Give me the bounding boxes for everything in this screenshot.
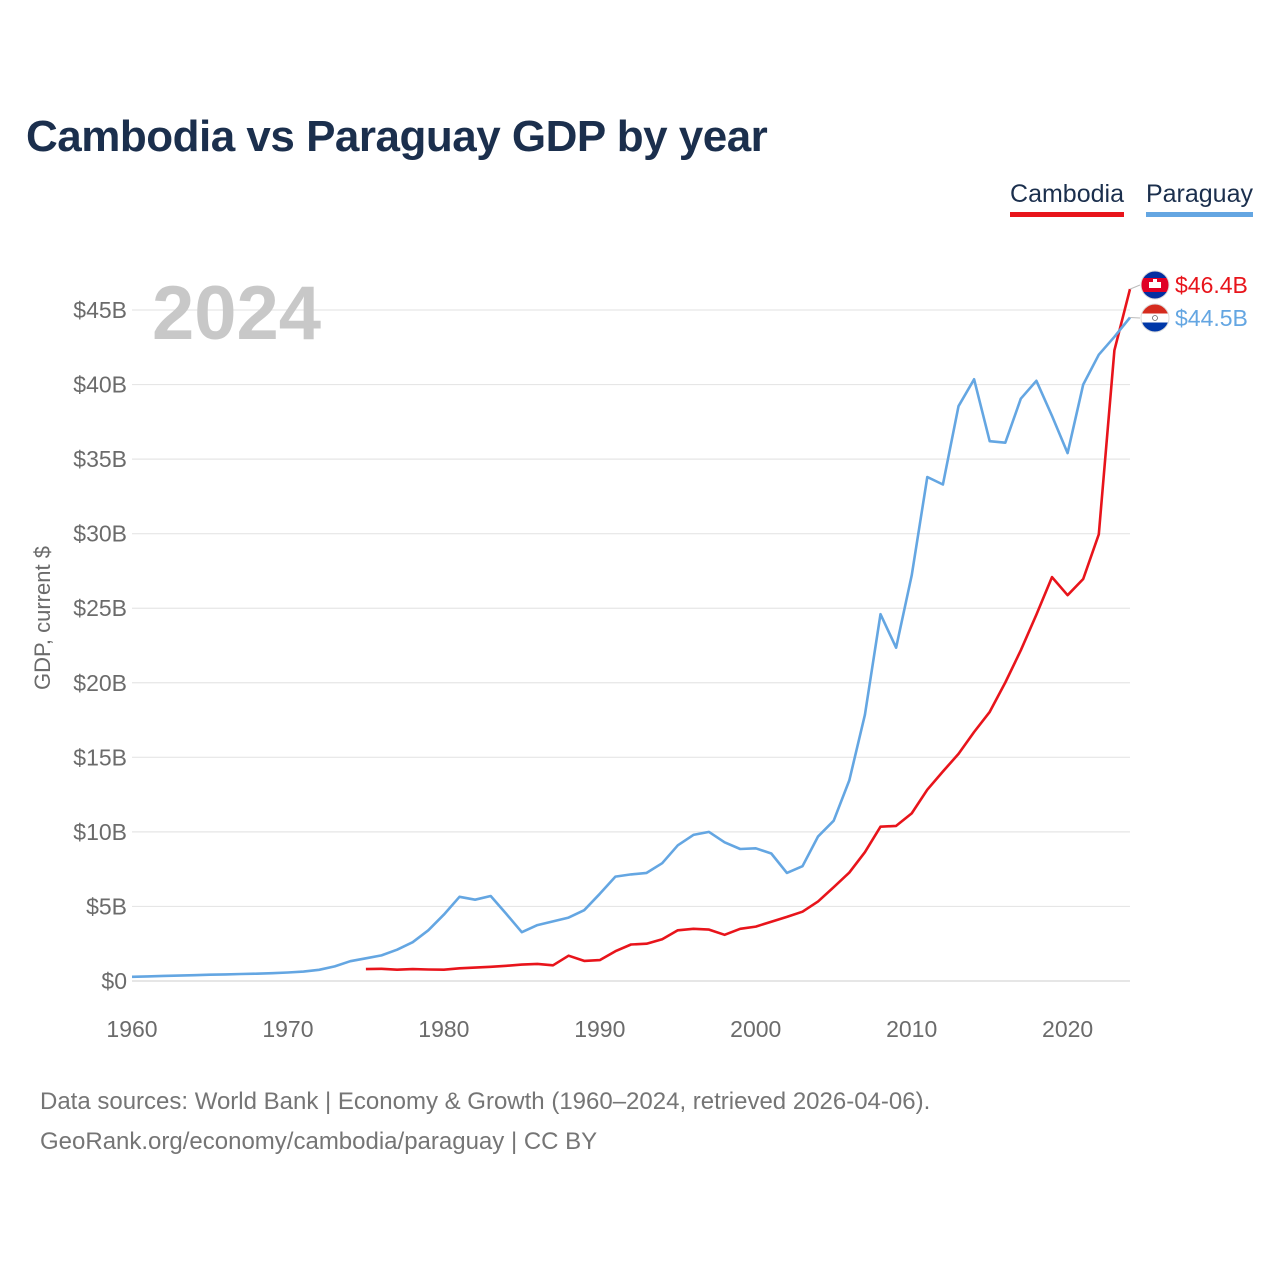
y-tick-label: $40B (73, 372, 127, 398)
grid-lines (132, 309, 1130, 982)
y-tick-label: $15B (73, 744, 127, 770)
x-tick-label: 1960 (106, 1016, 157, 1042)
gdp-line-chart: 2024 GDP, current $ $0 $5B $10B $15B $20B $25… (30, 270, 1248, 1042)
end-label-leader (1129, 316, 1141, 319)
paraguay-flag (1140, 303, 1170, 333)
x-tick-label: 2020 (1042, 1016, 1093, 1042)
y-tick-label: $35B (73, 446, 127, 472)
y-tick-label: $0 (101, 968, 127, 994)
x-tick-label: 1990 (574, 1016, 625, 1042)
end-value-label-paraguay: $44.5B (1175, 305, 1248, 331)
legend-item-cambodia[interactable]: Cambodia (1010, 180, 1124, 217)
x-tick-label: 2000 (730, 1016, 781, 1042)
y-tick-label: $30B (73, 521, 127, 547)
y-tick-label: $20B (73, 670, 127, 696)
chart-legend: Cambodia Paraguay (1010, 180, 1253, 217)
y-tick-label: $10B (73, 819, 127, 845)
credit-link[interactable]: GeoRank.org/economy/cambodia/paraguay | … (40, 1128, 598, 1155)
end-label-leader (1129, 284, 1141, 290)
x-tick-label: 1970 (262, 1016, 313, 1042)
year-watermark: 2024 (152, 271, 321, 356)
series-lines (131, 288, 1132, 979)
series-line-paraguay[interactable] (131, 316, 1132, 979)
data-sources: Data sources: World Bank | Economy & Gro… (40, 1088, 931, 1115)
y-tick-label: $25B (73, 595, 127, 621)
y-tick-label: $45B (73, 297, 127, 323)
x-tick-label: 1980 (418, 1016, 469, 1042)
x-tick-label: 2010 (886, 1016, 937, 1042)
y-tick-label: $5B (86, 893, 127, 919)
legend-item-paraguay[interactable]: Paraguay (1145, 180, 1253, 217)
chart-footer: Data sources: World Bank | Economy & Gro… (40, 1082, 930, 1162)
end-value-label-cambodia: $46.4B (1175, 272, 1248, 298)
end-labels: $46.4B $44.5B (1129, 270, 1248, 333)
cambodia-flag (1140, 270, 1170, 300)
y-axis-title: GDP, current $ (30, 546, 55, 690)
x-axis-ticks: 1960 1970 1980 1990 2000 2010 2020 (106, 1016, 1093, 1042)
series-line-cambodia[interactable] (365, 288, 1132, 972)
page-title: Cambodia vs Paraguay GDP by year (26, 112, 768, 161)
y-axis-ticks: $0 $5B $10B $15B $20B $25B $30B $35B $40B $45B (73, 297, 127, 994)
